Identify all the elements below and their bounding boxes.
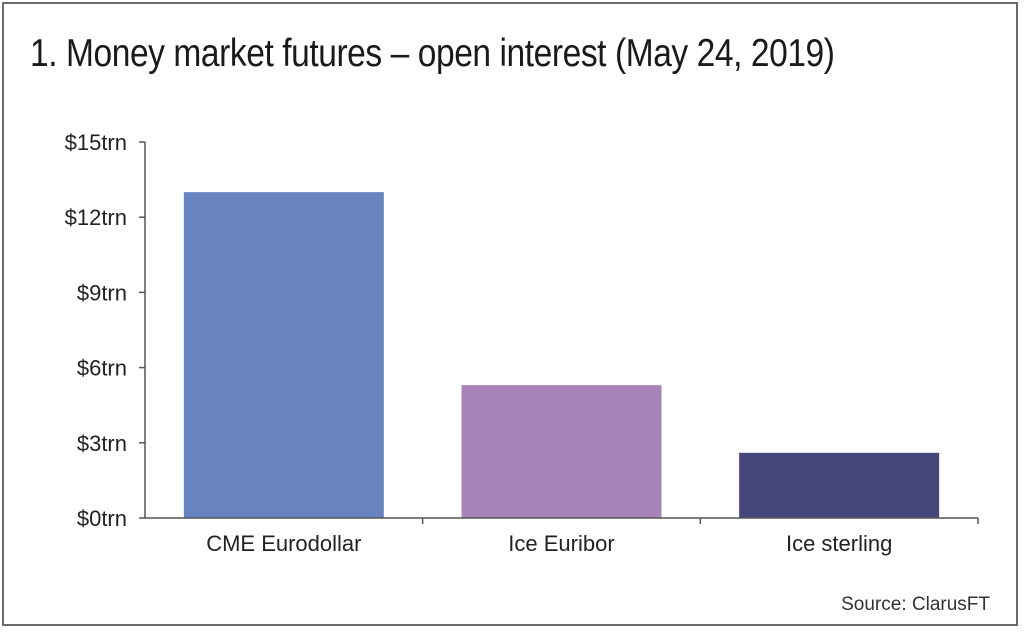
x-tick-label: Ice Euribor — [508, 531, 614, 556]
y-tick-label: $0trn — [77, 506, 127, 531]
y-tick-label: $9trn — [77, 280, 127, 305]
y-tick-label: $6trn — [77, 356, 127, 381]
y-tick-label: $15trn — [65, 130, 127, 155]
chart-title: 1. Money market futures – open interest … — [30, 32, 835, 75]
y-axis: $0trn $3trn $6trn $9trn $12trn $15trn — [65, 130, 146, 531]
x-tick-label: Ice sterling — [786, 531, 892, 556]
chart-source: Source: ClarusFT — [841, 594, 990, 615]
y-tick-label: $12trn — [65, 205, 127, 230]
x-tick-label: CME Eurodollar — [206, 531, 361, 556]
bar — [183, 192, 384, 518]
x-axis: CME Eurodollar Ice Euribor Ice sterling — [145, 517, 979, 556]
bars — [183, 192, 940, 518]
chart-frame: 1. Money market futures – open interest … — [2, 2, 1018, 626]
bar — [739, 452, 940, 518]
y-tick-label: $3trn — [77, 431, 127, 456]
bar — [461, 385, 662, 518]
